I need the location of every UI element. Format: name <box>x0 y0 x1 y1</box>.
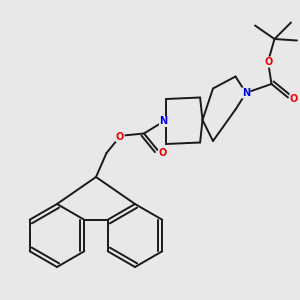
Text: O: O <box>290 94 298 104</box>
Text: N: N <box>242 88 250 98</box>
Text: N: N <box>159 116 168 127</box>
Text: O: O <box>264 57 273 67</box>
Text: O: O <box>159 148 167 158</box>
Text: O: O <box>116 131 124 142</box>
